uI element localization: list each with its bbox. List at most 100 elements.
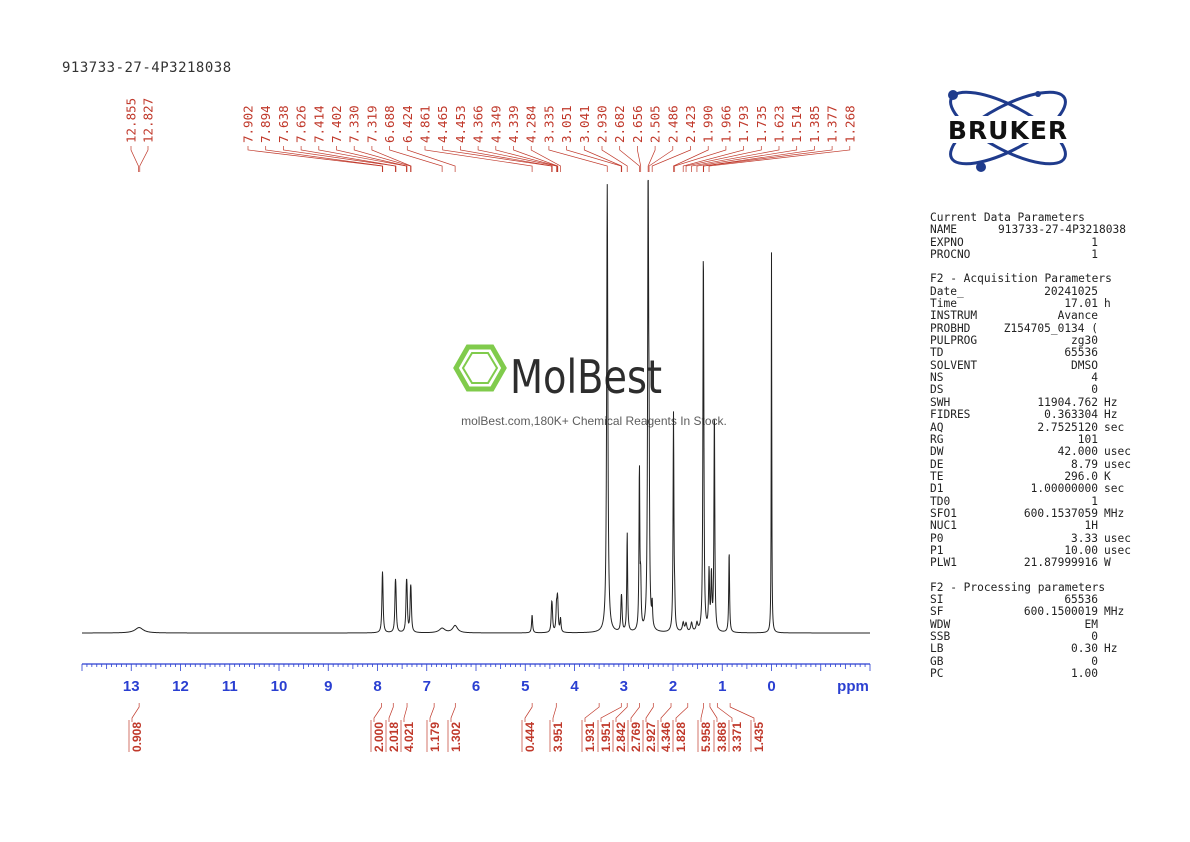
param-key: WDW [930, 617, 951, 631]
param-value: 1.00 [1071, 667, 1098, 681]
peak-label: 2.423 [683, 105, 698, 143]
integral-leader-line [388, 703, 394, 722]
param-row: NS 4 [930, 371, 1140, 385]
param-unit: MHz [1104, 605, 1125, 619]
param-unit [1098, 520, 1140, 532]
param-unit: h [1104, 297, 1111, 311]
processing-params-title: F2 - Processing parameters [930, 580, 1106, 594]
param-row: SOLVENT DMSO [930, 358, 1140, 372]
param-value: 1.00000000 [1030, 482, 1098, 496]
param-key: SSB [930, 630, 951, 643]
param-key: RG [930, 432, 944, 446]
peak-label: 7.626 [294, 105, 309, 143]
param-key: D1 [930, 482, 944, 496]
peak-leader-line [130, 146, 139, 172]
param-key: DS [930, 383, 944, 397]
integral-value: 2.842 [614, 722, 628, 752]
param-unit: sec [1104, 420, 1125, 434]
param-key: TE [930, 469, 944, 483]
param-row: PLW1 21.87999916 W [930, 556, 1140, 570]
integral-leader-line [403, 703, 408, 722]
param-unit [1098, 619, 1140, 631]
param-row: TD 65536 [930, 347, 1140, 360]
peak-label: 7.414 [311, 105, 326, 143]
integral-value: 4.346 [659, 722, 673, 752]
peak-label: 1.385 [807, 105, 822, 143]
integral-value: 1.179 [428, 722, 442, 752]
peak-leader-line [619, 146, 640, 172]
peak-label: 1.623 [772, 105, 787, 143]
integral-leader-line [584, 703, 600, 722]
peak-leader-line [583, 146, 623, 172]
peak-leader-line [139, 146, 149, 172]
param-value: 42.000 [1057, 445, 1098, 459]
param-unit [1098, 310, 1140, 322]
integral-value: 1.828 [674, 722, 688, 752]
peak-label: 3.335 [541, 105, 556, 143]
param-unit [1098, 372, 1140, 384]
peak-label: 12.855 [124, 98, 139, 143]
param-key: NAME [930, 223, 957, 237]
peak-leader-line [247, 146, 383, 172]
param-key: Date_ [930, 284, 964, 298]
param-value: 21.87999916 [1023, 556, 1098, 570]
molbest-watermark: MolBest molBest.com,180K+ Chemical Reage… [453, 344, 727, 428]
x-axis-label: ppm [837, 678, 869, 695]
integral-value: 1.931 [583, 722, 597, 752]
param-value: 0 [1091, 383, 1098, 397]
tick-label: 6 [472, 678, 480, 695]
peak-label: 3.051 [559, 105, 574, 143]
current-params-title: Current Data Parameters [930, 211, 1085, 224]
integral-leader-line [429, 703, 435, 722]
integral-leader-line [524, 703, 533, 722]
param-value: 1H [1084, 519, 1098, 533]
param-row: GB 0 [930, 655, 1140, 668]
param-row: WDW EM [930, 617, 1140, 631]
param-value: 11904.762 [1037, 395, 1098, 409]
peak-leader-line [651, 146, 691, 172]
param-row: DW 42.000 usec [930, 445, 1140, 459]
integral-value: 2.769 [629, 722, 643, 752]
param-row: TE 296.0 K [930, 469, 1140, 483]
peak-leader-line [647, 146, 656, 172]
peak-label: 7.319 [364, 105, 379, 143]
peak-label: 1.268 [842, 105, 857, 143]
peak-labels: 12.855 12.827 7.902 7.894 7.638 7.626 7.414 7.4… [124, 98, 857, 172]
integral-value: 1.302 [449, 722, 463, 752]
tick-label: 12 [172, 678, 189, 695]
param-row: D1 1.00000000 sec [930, 482, 1140, 496]
param-row: RG 101 [930, 432, 1140, 446]
tick-label: 7 [423, 678, 431, 695]
peak-label: 1.966 [718, 105, 733, 143]
param-key: SF [930, 605, 944, 619]
peak-leader-line [477, 146, 557, 172]
param-row: INSTRUM Avance [930, 309, 1140, 323]
integral-value: 1.951 [599, 722, 613, 752]
param-unit: W [1104, 556, 1111, 570]
param-key: INSTRUM [930, 309, 978, 323]
integral-value: 0.444 [523, 722, 537, 752]
peak-leader-line [674, 146, 727, 172]
param-unit [1098, 384, 1140, 396]
param-row: SFO1 600.1537059 MHz [930, 507, 1140, 520]
param-value: 1 [1091, 235, 1098, 249]
integral-value: 2.927 [644, 722, 658, 752]
param-row: PULPROG zg30 [930, 334, 1140, 347]
peak-leader-line [265, 146, 384, 172]
param-value: 913733-27-4P3218038 [998, 223, 1126, 237]
param-value: 296.0 [1064, 469, 1098, 483]
param-value: 4 [1091, 371, 1098, 385]
tick-label: 9 [324, 678, 332, 695]
param-row: Time 17.01 h [930, 297, 1140, 311]
peak-label: 1.793 [736, 105, 751, 143]
peak-label: 4.366 [471, 105, 486, 143]
param-key: PROBHD [930, 321, 971, 335]
integral-leader-line [716, 703, 733, 722]
peak-label: 4.453 [453, 105, 468, 143]
param-value: 600.1500019 [1023, 605, 1098, 619]
param-key: SOLVENT [930, 358, 978, 372]
param-key: NUC1 [930, 519, 957, 533]
integral-value: 5.958 [699, 722, 713, 752]
